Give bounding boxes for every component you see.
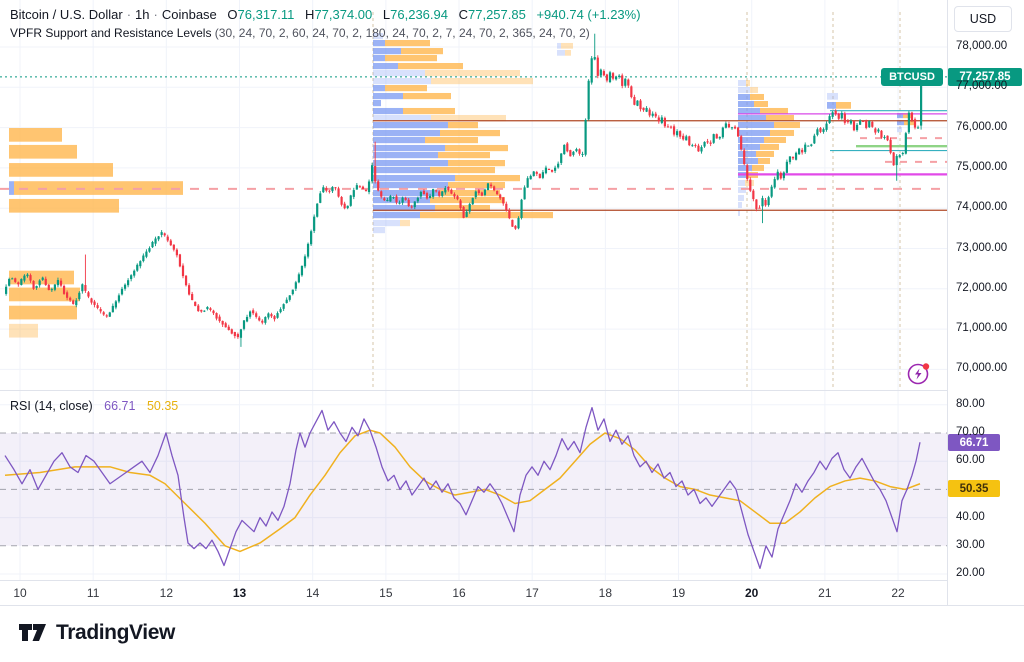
price-tick-label: 73,000.00 — [956, 241, 1008, 254]
close-value: 77,257.85 — [468, 7, 526, 22]
time-tick-label: 21 — [818, 586, 832, 600]
exchange-label[interactable]: Coinbase — [161, 7, 217, 22]
chart-canvas[interactable] — [0, 0, 947, 580]
interval-label[interactable]: 1h — [135, 7, 150, 22]
open-label: O — [227, 7, 238, 22]
indicator-params: (30, 24, 70, 2, 60, 24, 70, 2, 180, 24, … — [214, 26, 590, 40]
chart-legend: Bitcoin / U.S. Dollar · 1h · Coinbase O76,31… — [10, 7, 641, 40]
separator-dot: · — [126, 7, 132, 22]
price-tick-label: 78,000.00 — [956, 40, 1008, 52]
rsi-ma-value: 50.35 — [146, 399, 179, 413]
time-axis-border — [0, 605, 1024, 606]
rsi-title[interactable]: RSI — [10, 399, 31, 413]
footer: TradingView — [0, 606, 1024, 662]
indicator-row: VPFR Support and Resistance Levels (30, … — [10, 26, 641, 40]
rsi-ma-badge: 50.35 — [948, 480, 1000, 498]
lightning-icon[interactable] — [906, 360, 932, 386]
volume-profile-left-365 — [9, 128, 183, 338]
price-tick-label: 72,000.00 — [956, 281, 1008, 294]
last-price-badge: 77,257.85 — [948, 67, 1022, 86]
brand-text: TradingView — [56, 621, 175, 644]
time-axis[interactable]: 10 11 12 13 14 15 16 17 18 19 20 21 22 — [0, 581, 947, 605]
time-tick-label: 20 — [745, 586, 759, 600]
time-tick-label: 10 — [13, 586, 27, 600]
tradingview-mark — [19, 624, 46, 641]
price-axis-border — [947, 0, 948, 605]
rsi-tick-label: 70.00 — [956, 426, 985, 438]
rsi-tick-label: 80.00 — [956, 397, 985, 410]
volume-profile-mid-180 — [373, 33, 553, 234]
rsi-value: 66.71 — [104, 399, 136, 413]
rsi-line — [4, 406, 921, 570]
symbol-title[interactable]: Bitcoin / U.S. Dollar — [10, 7, 123, 22]
price-tick-label: 74,000.00 — [956, 201, 1008, 214]
time-tick-label: 11 — [86, 586, 100, 600]
time-tick-label: 15 — [379, 586, 393, 600]
rsi-value-badge: 66.71 — [948, 434, 1000, 452]
candles-layer — [5, 33, 923, 347]
price-tick-label: 70,000.00 — [956, 362, 1008, 375]
volume-profile-mini-week1 — [557, 42, 573, 56]
price-tick-label: 75,000.00 — [956, 160, 1008, 173]
time-tick-label: 19 — [671, 586, 686, 600]
rsi-tick-label: 30.00 — [956, 538, 985, 551]
rsi-tick-label: 60.00 — [956, 454, 985, 467]
rsi-legend: RSI (14, close) 66.71 50.35 — [10, 399, 178, 413]
symbol-price-chip: BTCUSD — [881, 67, 943, 86]
rsi-pane-separator[interactable] — [0, 580, 1024, 581]
volume-profile-right-30 — [738, 80, 800, 216]
open-value: 76,317.11 — [237, 7, 295, 22]
time-tick-label: 22 — [891, 586, 905, 600]
rsi-tick-label: 20.00 — [956, 567, 985, 579]
change-value: +940.74 (+1.23%) — [536, 7, 641, 22]
price-axis[interactable]: USD 77,257.85 66.71 50.35 78,000.00 77,00… — [948, 0, 1024, 605]
indicator-title[interactable]: VPFR Support and Resistance Levels — [10, 26, 212, 40]
close-label: C — [458, 7, 468, 22]
pane-separator[interactable] — [0, 390, 1024, 391]
low-label: L — [382, 7, 391, 22]
rsi-params: (14, close) — [34, 399, 93, 413]
low-value: 76,236.94 — [390, 7, 448, 22]
price-tick-label: 77,000.00 — [956, 80, 1008, 93]
high-label: H — [305, 7, 315, 22]
time-tick-label: 14 — [305, 586, 320, 600]
time-tick-label: 16 — [452, 586, 466, 600]
symbol-row: Bitcoin / U.S. Dollar · 1h · Coinbase O76,31… — [10, 7, 641, 22]
tradingview-logo[interactable]: TradingView — [18, 620, 175, 646]
time-tick-label: 18 — [598, 586, 613, 600]
time-tick-label: 13 — [232, 586, 247, 600]
rsi-tick-label: 40.00 — [956, 510, 985, 523]
rsi-ma-line — [4, 429, 921, 553]
currency-chip[interactable]: USD — [954, 6, 1012, 32]
time-tick-label: 17 — [525, 586, 539, 600]
volume-profile-mini-60 — [827, 92, 851, 109]
price-tick-label: 71,000.00 — [956, 322, 1008, 335]
price-tick-label: 76,000.00 — [956, 120, 1008, 133]
high-value: 77,374.00 — [314, 7, 373, 22]
separator-dot: · — [153, 7, 158, 22]
time-tick-label: 12 — [159, 586, 174, 600]
